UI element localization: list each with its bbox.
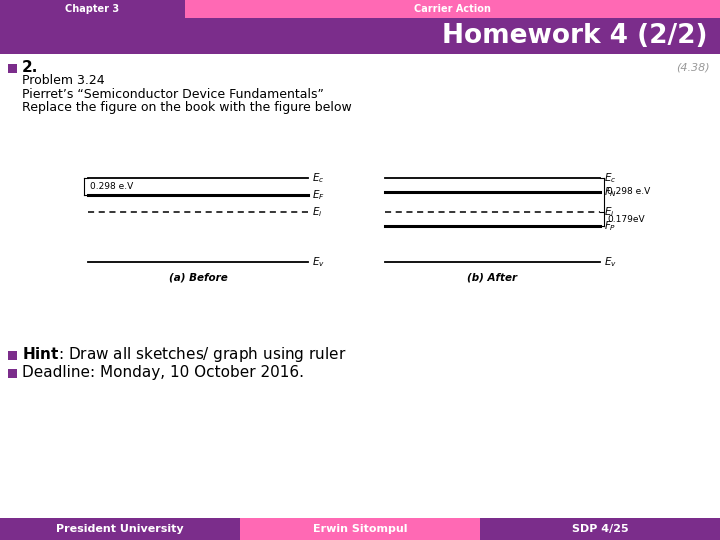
Text: Deadline: Monday, 10 October 2016.: Deadline: Monday, 10 October 2016. (22, 366, 304, 381)
Text: (b) After: (b) After (467, 273, 518, 283)
FancyBboxPatch shape (0, 18, 720, 54)
FancyBboxPatch shape (8, 351, 17, 360)
Text: $E_v$: $E_v$ (604, 255, 617, 269)
Text: (4.38): (4.38) (676, 63, 710, 73)
Text: Erwin Sitompul: Erwin Sitompul (312, 524, 408, 534)
Text: Homework 4 (2/2): Homework 4 (2/2) (443, 23, 708, 49)
Text: 0.298 e.V: 0.298 e.V (607, 186, 650, 195)
FancyBboxPatch shape (0, 54, 720, 518)
Text: $F_N$: $F_N$ (604, 185, 617, 199)
Text: (a) Before: (a) Before (168, 273, 228, 283)
Text: 2.: 2. (22, 60, 38, 76)
Text: $E_v$: $E_v$ (312, 255, 325, 269)
Text: $E_c$: $E_c$ (312, 171, 325, 185)
FancyBboxPatch shape (0, 0, 185, 18)
FancyBboxPatch shape (8, 369, 17, 378)
Text: Chapter 3: Chapter 3 (66, 4, 120, 14)
FancyBboxPatch shape (0, 0, 720, 18)
FancyBboxPatch shape (240, 518, 480, 540)
Text: $F_P$: $F_P$ (604, 219, 616, 233)
FancyBboxPatch shape (0, 518, 240, 540)
Text: $E_F$: $E_F$ (312, 188, 325, 202)
Text: President University: President University (56, 524, 184, 534)
Text: $E_i$: $E_i$ (604, 205, 615, 219)
Text: $E_i$: $E_i$ (312, 205, 323, 219)
Text: SDP 4/25: SDP 4/25 (572, 524, 629, 534)
FancyBboxPatch shape (480, 518, 720, 540)
Text: Replace the figure on the book with the figure below: Replace the figure on the book with the … (22, 100, 352, 113)
Text: $\mathbf{Hint}$: Draw all sketches/ graph using ruler: $\mathbf{Hint}$: Draw all sketches/ grap… (22, 346, 346, 365)
Text: $E_c$: $E_c$ (604, 171, 616, 185)
Text: Problem 3.24: Problem 3.24 (22, 75, 104, 87)
Text: Carrier Action: Carrier Action (414, 4, 491, 14)
Text: 0.179eV: 0.179eV (607, 214, 644, 224)
Text: Pierret’s “Semiconductor Device Fundamentals”: Pierret’s “Semiconductor Device Fundamen… (22, 87, 324, 100)
FancyBboxPatch shape (8, 64, 17, 73)
Text: 0.298 e.V: 0.298 e.V (90, 182, 133, 191)
